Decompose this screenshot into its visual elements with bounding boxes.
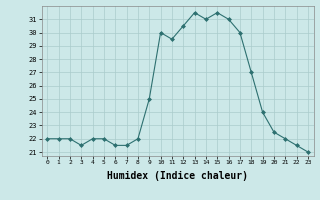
X-axis label: Humidex (Indice chaleur): Humidex (Indice chaleur) <box>107 171 248 181</box>
